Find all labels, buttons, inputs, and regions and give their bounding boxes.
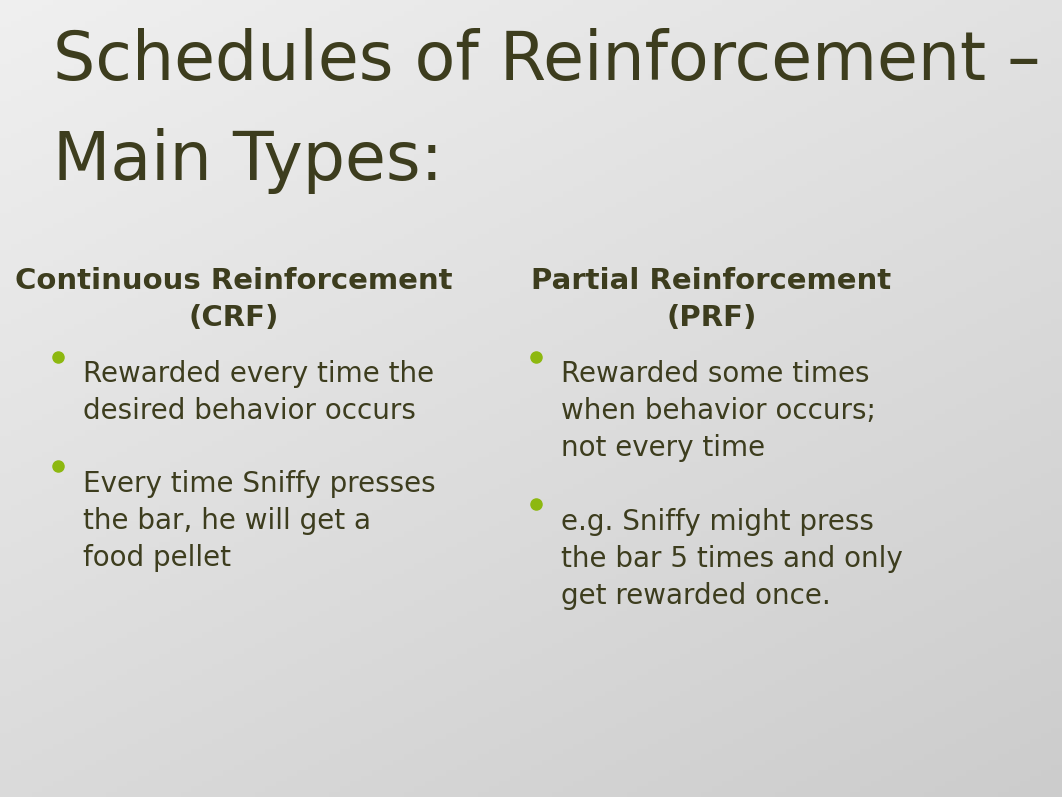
Text: Continuous Reinforcement
(CRF): Continuous Reinforcement (CRF) (15, 267, 452, 332)
Text: Main Types:: Main Types: (53, 128, 443, 194)
Text: Schedules of Reinforcement –: Schedules of Reinforcement – (53, 28, 1041, 94)
Text: Rewarded some times
when behavior occurs;
not every time: Rewarded some times when behavior occurs… (561, 360, 875, 461)
Text: e.g. Sniffy might press
the bar 5 times and only
get rewarded once.: e.g. Sniffy might press the bar 5 times … (561, 508, 903, 610)
Text: Every time Sniffy presses
the bar, he will get a
food pellet: Every time Sniffy presses the bar, he wi… (83, 470, 435, 571)
Text: Rewarded every time the
desired behavior occurs: Rewarded every time the desired behavior… (83, 360, 434, 425)
Text: Partial Reinforcement
(PRF): Partial Reinforcement (PRF) (531, 267, 892, 332)
